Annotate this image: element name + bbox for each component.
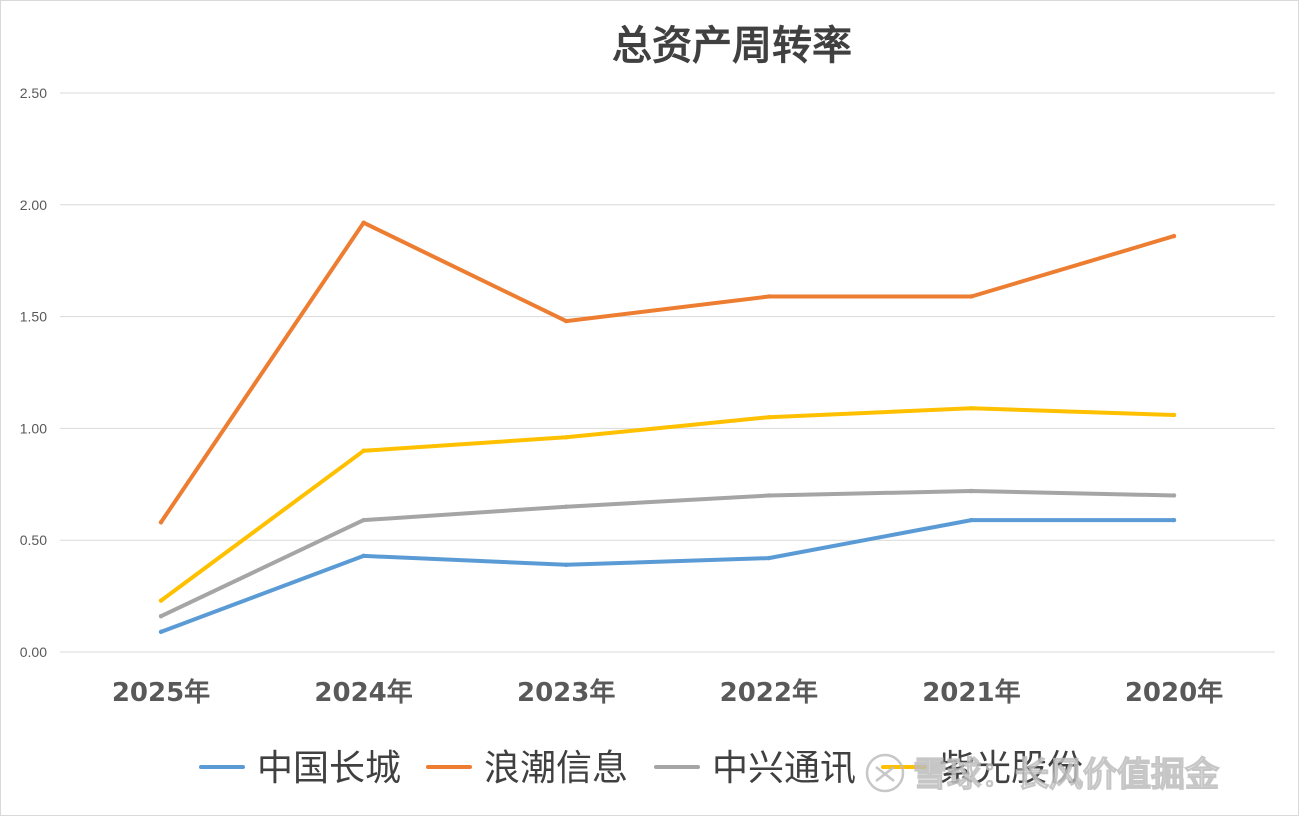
data-point — [766, 493, 771, 498]
snowball-logo-icon — [865, 753, 905, 793]
series-line-3 — [159, 406, 1176, 603]
legend-label: 中国长城 — [257, 748, 401, 789]
data-point — [969, 517, 974, 523]
data-point — [1171, 412, 1177, 418]
gridlines — [60, 92, 1275, 653]
x-axis-ticks: 2025年 2024年 2023年 2022年 2021年 2020年 — [112, 677, 1223, 708]
data-point — [564, 504, 569, 509]
data-point — [564, 435, 569, 440]
x-tick-label: 2025年 — [112, 677, 210, 708]
series-line-0 — [159, 518, 1176, 634]
x-tick-label: 2020年 — [1125, 677, 1223, 708]
data-point — [969, 406, 974, 411]
data-point — [1171, 233, 1177, 239]
watermark: 雪球：长风价值掘金 — [865, 753, 1221, 796]
series-lines — [158, 220, 1177, 635]
y-tick-label: 2.00 — [20, 197, 47, 213]
data-point — [158, 520, 164, 525]
data-point — [361, 220, 366, 225]
data-point — [969, 294, 974, 299]
legend-label: 浪潮信息 — [484, 748, 628, 789]
data-point — [766, 294, 771, 299]
x-tick-label: 2024年 — [314, 677, 412, 708]
series-line-1 — [159, 220, 1176, 525]
legend-label: 中兴通讯 — [712, 748, 856, 789]
data-point — [361, 448, 366, 453]
data-point — [1171, 493, 1177, 498]
watermark-text: 雪球：长风价值掘金 — [913, 755, 1220, 795]
data-point — [158, 629, 164, 635]
data-point — [158, 598, 164, 603]
x-tick-label: 2023年 — [517, 677, 615, 708]
y-axis-ticks: 0.00 0.50 1.00 1.50 2.00 2.50 — [20, 85, 47, 660]
data-point — [1171, 517, 1177, 523]
legend: 中国长城 浪潮信息 中兴通讯 紫光股份 — [199, 748, 1083, 789]
data-point — [564, 318, 569, 324]
data-point — [361, 517, 366, 523]
chart-title: 总资产周转率 — [612, 22, 852, 69]
y-tick-label: 2.50 — [20, 85, 47, 101]
y-tick-label: 1.00 — [20, 420, 47, 436]
data-point — [969, 488, 974, 494]
y-tick-label: 0.00 — [20, 644, 47, 660]
data-point — [361, 553, 366, 559]
series-line-2 — [159, 489, 1176, 619]
data-point — [766, 415, 771, 420]
y-tick-label: 1.50 — [20, 309, 47, 325]
y-tick-label: 0.50 — [20, 532, 47, 548]
data-point — [766, 555, 771, 561]
legend-label: 紫光股份 — [939, 748, 1083, 789]
data-point — [158, 614, 164, 619]
data-point — [564, 562, 569, 567]
x-tick-label: 2021年 — [922, 677, 1020, 708]
x-tick-label: 2022年 — [720, 677, 818, 708]
